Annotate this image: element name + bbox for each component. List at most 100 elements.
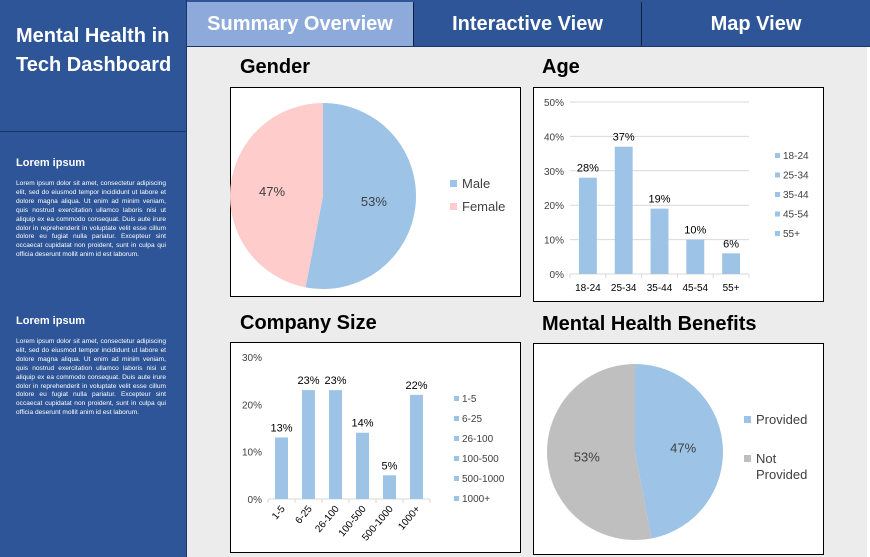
legend-label: Female	[462, 199, 505, 214]
main-content: Gender Age Company Size Mental Health Be…	[187, 47, 867, 557]
legend-swatch	[775, 211, 780, 217]
pie-data-label: 53%	[574, 450, 600, 465]
bar-data-label: 22%	[405, 380, 427, 392]
legend-label: 1000+	[462, 494, 490, 505]
pie-data-label: 47%	[670, 440, 696, 455]
x-tick-label: 1000+	[396, 504, 423, 533]
legend-label: 500-1000	[462, 474, 505, 485]
sidebar-body-1: Lorem ipsum dolor sit amet, consectetur …	[16, 180, 166, 259]
legend-label: 55+	[783, 229, 800, 240]
legend-label: 1-5	[462, 394, 477, 405]
legend-label: Provided	[756, 412, 807, 427]
bar-data-label: 28%	[577, 163, 599, 175]
legend-label: 100-500	[462, 454, 499, 465]
bar	[686, 239, 705, 274]
age-chart-panel: 0% 10% 20% 30% 40% 50% 28% 18-24 37% 25-34 19% 35-4…	[533, 87, 824, 302]
y-tick-label: 20%	[242, 400, 262, 411]
legend-swatch	[775, 192, 780, 197]
sidebar-divider	[0, 131, 187, 132]
tab-bar: Summary Overview Interactive View Map Vi…	[187, 0, 870, 47]
legend-swatch	[775, 153, 780, 158]
bar	[329, 390, 342, 499]
bar	[578, 177, 597, 274]
legend-swatch	[744, 455, 751, 462]
bar-data-label: 23%	[324, 375, 346, 387]
y-tick-label: 0%	[248, 495, 263, 506]
x-tick-label: 1-5	[270, 504, 288, 522]
dashboard-title: Mental Health in Tech Dashboard	[16, 25, 172, 76]
y-tick-label: 10%	[544, 236, 564, 247]
x-tick-label: 6-25	[294, 504, 316, 527]
y-tick-label: 0%	[550, 270, 565, 281]
company-size-chart-title: Company Size	[240, 312, 377, 334]
legend-label: 18-24	[783, 151, 809, 162]
bar-data-label: 5%	[382, 460, 398, 472]
tab-map-view[interactable]: Map View	[641, 2, 870, 46]
age-chart-title: Age	[542, 56, 580, 78]
gender-chart-title: Gender	[240, 56, 311, 78]
bar	[722, 253, 741, 274]
bar	[650, 208, 669, 274]
pie-data-label: 47%	[259, 184, 285, 199]
bar-data-label: 37%	[613, 132, 635, 144]
legend-label: Male	[462, 176, 490, 191]
bar-data-label: 19%	[648, 194, 670, 206]
bar	[614, 146, 633, 274]
y-tick-label: 50%	[544, 98, 564, 109]
bar	[383, 475, 396, 499]
pie-data-label: 53%	[361, 194, 387, 209]
bar	[356, 432, 369, 499]
sidebar-heading-1: Lorem ipsum	[16, 157, 86, 169]
x-tick-label: 35-44	[647, 283, 673, 294]
sidebar-heading-2: Lorem ipsum	[16, 315, 86, 327]
pie-slice	[635, 364, 724, 539]
benefits-chart-panel: 47% 53% Provided Not Provided	[533, 343, 824, 555]
y-tick-label: 20%	[544, 201, 564, 212]
company-size-chart-panel: 0% 10% 20% 30% 13% 1-5 23% 6-25 23% 26-100 14% 100-…	[230, 342, 521, 553]
bar	[302, 390, 315, 499]
legend-label: 25-34	[783, 171, 809, 182]
tab-interactive-view[interactable]: Interactive View	[413, 2, 641, 46]
bar	[410, 394, 423, 499]
legend-swatch	[454, 436, 459, 441]
tab-summary-overview[interactable]: Summary Overview	[187, 2, 413, 46]
y-tick-label: 30%	[242, 353, 262, 364]
legend-swatch	[775, 172, 780, 178]
sidebar: Mental Health in Tech Dashboard Lorem ip…	[0, 0, 187, 557]
pie-slice	[547, 364, 652, 540]
sidebar-body-2: Lorem ipsum dolor sit amet, consectetur …	[16, 338, 166, 417]
x-tick-label: 18-24	[575, 283, 601, 294]
x-tick-label: 25-34	[611, 283, 637, 294]
gender-chart-panel: 53% 47% Male Female	[229, 87, 521, 297]
company-size-bar-chart: 0% 10% 20% 30% 13% 1-5 23% 6-25 23% 26-100 14% 100-…	[242, 353, 505, 543]
x-tick-label: 45-54	[683, 283, 709, 294]
legend-swatch	[454, 476, 459, 481]
legend-label: Not	[756, 451, 777, 466]
legend-label: 26-100	[462, 434, 494, 445]
y-tick-label: 40%	[544, 132, 564, 143]
age-bar-chart: 0% 10% 20% 30% 40% 50% 28% 18-24 37% 25-34 19% 35-4…	[544, 98, 809, 294]
bar-data-label: 6%	[723, 238, 739, 250]
legend-swatch	[454, 496, 459, 501]
y-tick-label: 10%	[242, 448, 262, 459]
benefits-chart-title: Mental Health Benefits	[542, 313, 757, 335]
pie-slice	[229, 103, 323, 288]
legend-swatch	[454, 396, 459, 401]
bar-data-label: 13%	[270, 422, 292, 434]
pie-slice	[305, 103, 416, 289]
legend-swatch	[454, 456, 459, 461]
gender-pie-chart: 53% 47% Male Female	[229, 103, 505, 289]
legend-swatch	[454, 416, 459, 421]
legend-label: 6-25	[462, 414, 482, 425]
x-tick-label: 55+	[723, 283, 740, 294]
legend-swatch	[775, 231, 780, 236]
bar-data-label: 14%	[351, 418, 373, 430]
legend-swatch	[450, 203, 457, 210]
legend-swatch	[744, 416, 751, 423]
bar	[275, 437, 288, 499]
bar-data-label: 23%	[297, 375, 319, 387]
legend-label: Provided	[756, 467, 807, 482]
legend-label: 35-44	[783, 190, 809, 201]
legend-label: 45-54	[783, 210, 809, 221]
